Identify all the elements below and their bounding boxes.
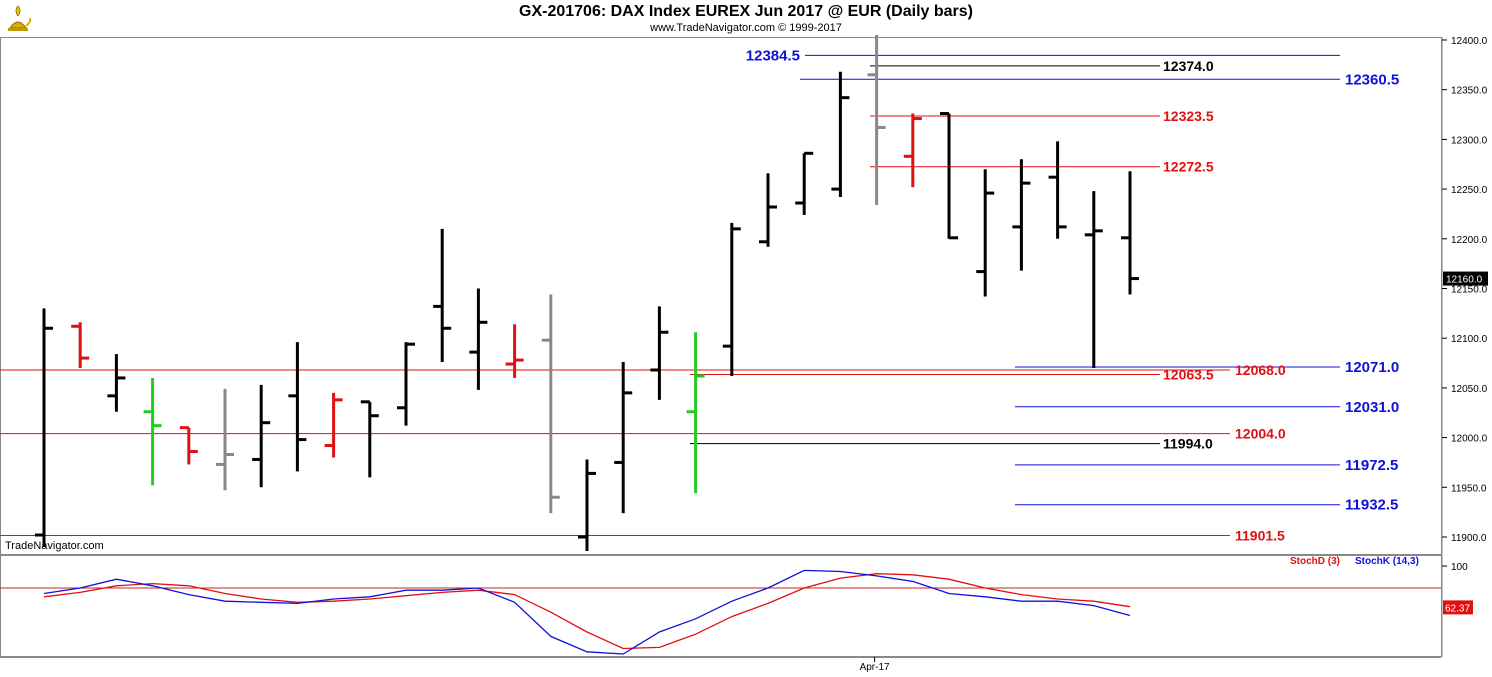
ytick-label-4: 12200.0 (1451, 235, 1488, 246)
last-price-badge (1443, 271, 1488, 286)
watermark: TradeNavigator.com (5, 540, 104, 552)
price-levels: 12384.5 12374.0 12360.5 12323.5 12272.5 12071… (0, 47, 1399, 544)
level-label-10: 11994.0 (1163, 436, 1213, 452)
level-label-12: 11932.5 (1345, 497, 1398, 514)
level-label-13: 11901.5 (1235, 528, 1285, 544)
ytick-label-2: 12300.0 (1451, 135, 1488, 146)
legend-stochk: StochK (14,3) (1355, 556, 1419, 567)
chart-title: GX-201706: DAX Index EUREX Jun 2017 @ EU… (519, 3, 973, 20)
last-price-label: 12160.0 (1446, 275, 1483, 286)
level-label-7: 12063.5 (1163, 366, 1214, 382)
xtick-label: Apr-17 (860, 662, 890, 673)
level-label-0: 12384.5 (746, 47, 800, 64)
ytick-label-7: 12050.0 (1451, 384, 1488, 395)
level-label-2: 12360.5 (1345, 71, 1399, 88)
ytick-label-6: 12100.0 (1451, 334, 1488, 345)
level-label-5: 12071.0 (1345, 359, 1399, 376)
genie-lamp-icon (4, 2, 32, 39)
stoch-series-1 (43, 569, 1131, 655)
level-label-11: 11972.5 (1345, 457, 1398, 474)
price-bars (35, 35, 1139, 551)
stoch-ytick-100: 100 (1451, 562, 1468, 573)
ytick-label-1: 12350.0 (1451, 86, 1488, 97)
ytick-label-0: 12400.0 (1451, 36, 1488, 47)
ytick-label-3: 12250.0 (1451, 185, 1488, 196)
level-label-6: 12068.0 (1235, 362, 1286, 378)
ytick-label-5: 12150.0 (1451, 285, 1488, 296)
level-label-3: 12323.5 (1163, 108, 1214, 124)
level-label-4: 12272.5 (1163, 159, 1214, 175)
level-label-8: 12031.0 (1345, 399, 1399, 416)
stochastic-lines: 100 StochD (3) StochK (14,3) 62.37 (0, 556, 1473, 655)
stoch-last-badge (1443, 600, 1473, 615)
legend-stochd: StochD (3) (1290, 556, 1340, 567)
level-label-9: 12004.0 (1235, 426, 1286, 442)
ytick-label-9: 11950.0 (1451, 483, 1487, 494)
price-panel-frame (0, 37, 1442, 555)
ytick-label-8: 12000.0 (1451, 434, 1488, 445)
price-axis-ticks: 12400.0 12350.0 12300.0 12250.0 12200.0 12150… (1442, 36, 1488, 544)
ytick-label-10: 11900.0 (1451, 533, 1487, 544)
level-label-1: 12374.0 (1163, 58, 1214, 74)
stoch-series-0 (43, 573, 1131, 650)
stoch-last-label: 62.37 (1445, 603, 1470, 614)
copyright-text: www.TradeNavigator.com © 1999-2017 (650, 22, 842, 34)
axis-markers: Apr-17 (860, 657, 890, 673)
